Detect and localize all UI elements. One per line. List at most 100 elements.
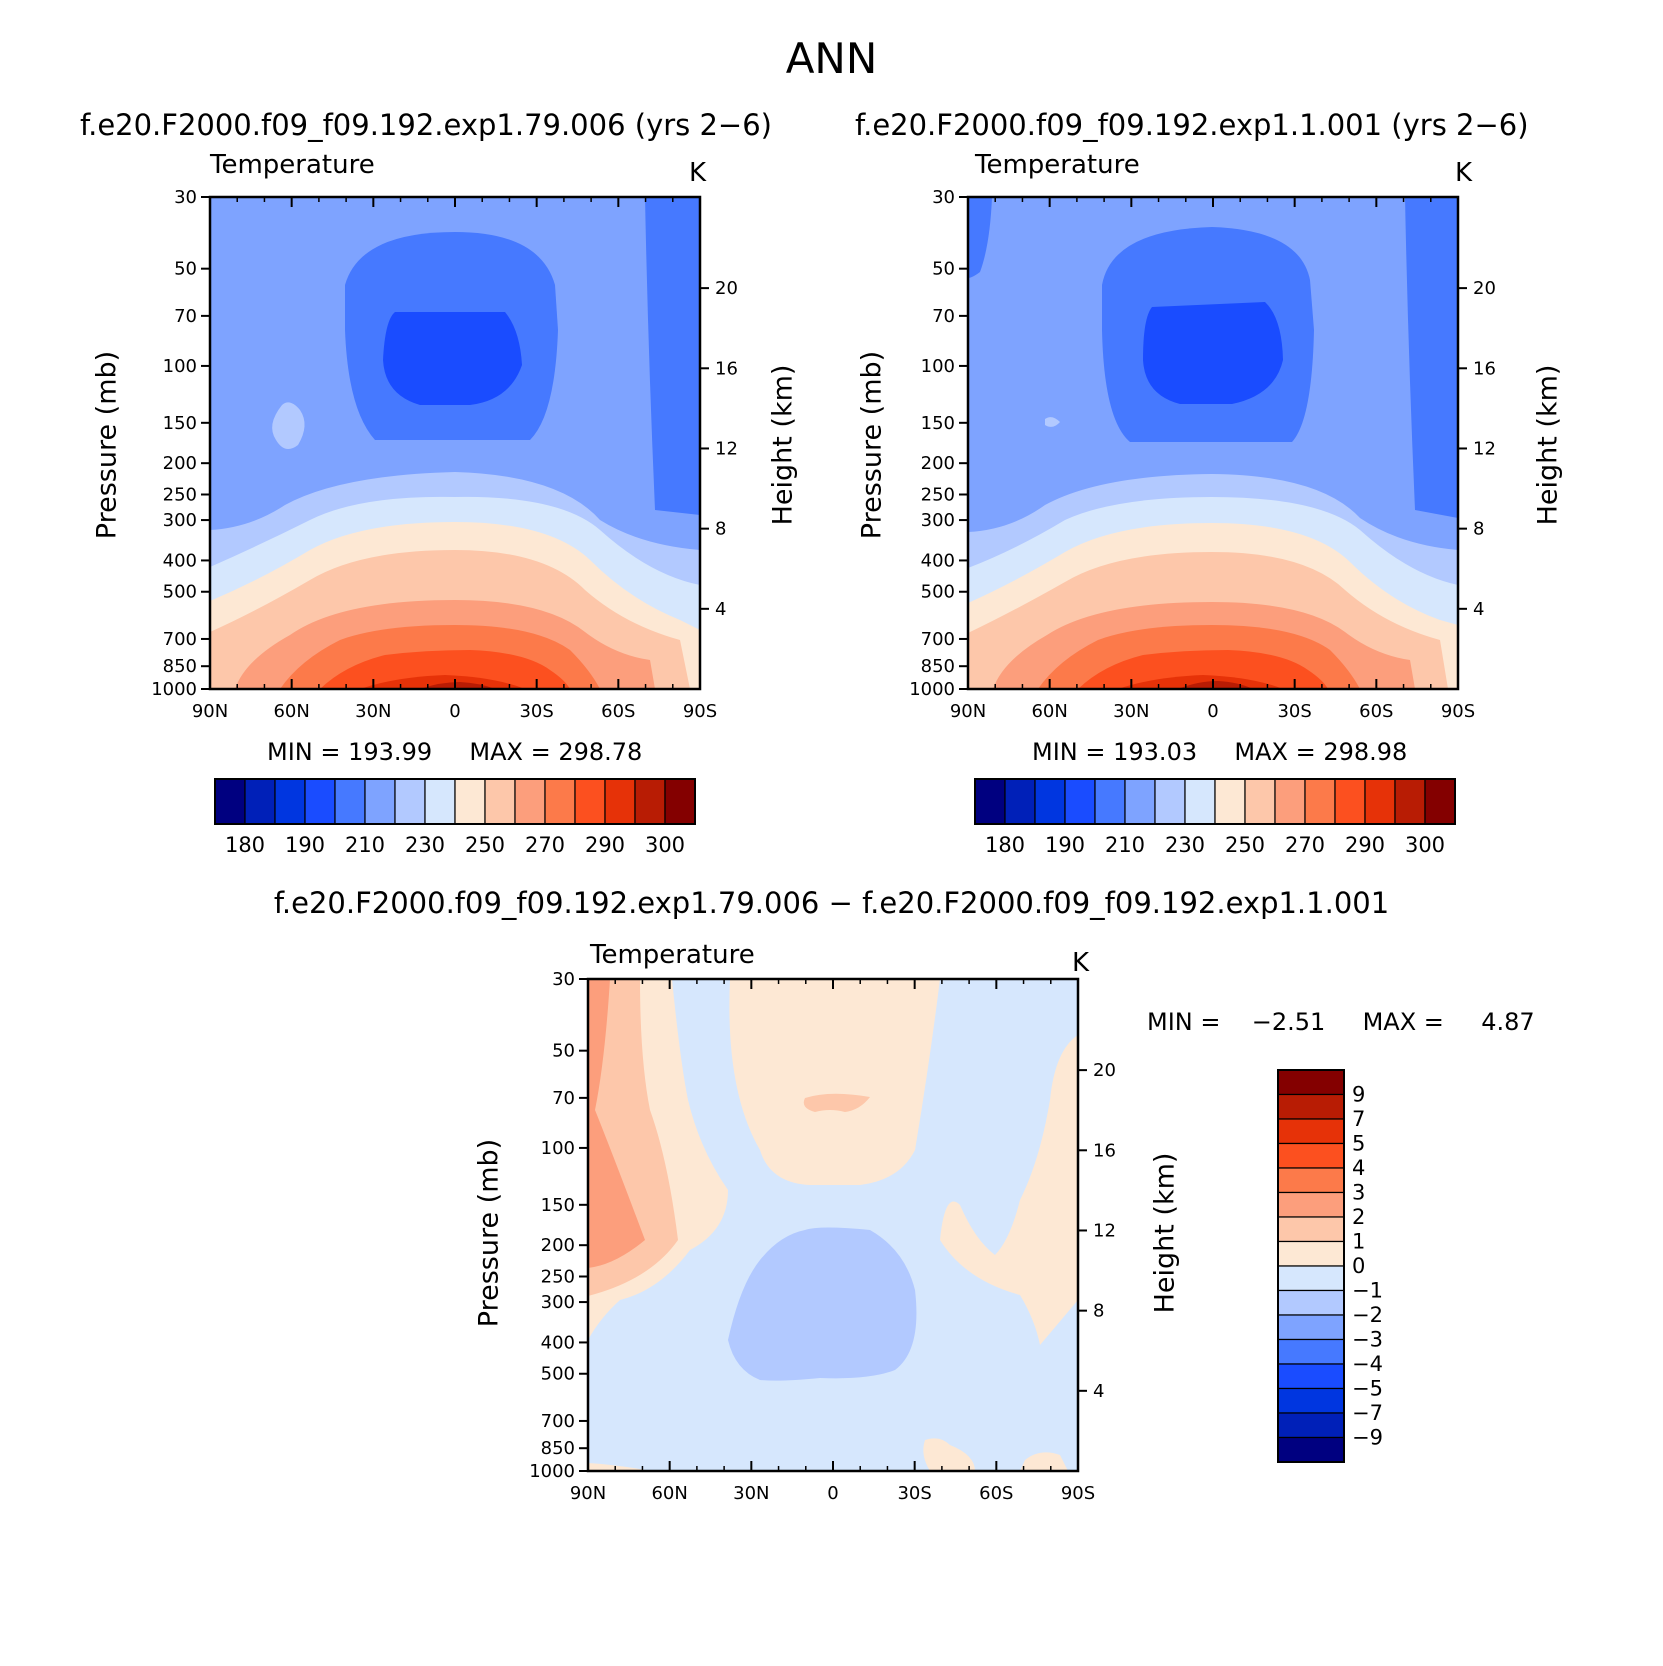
diff-min-value: −2.51 — [1251, 1008, 1326, 1036]
panel1-xtick-label: 60N — [273, 701, 309, 722]
panel1-contours — [210, 197, 700, 689]
diff-height-tick-label: 8 — [1093, 1301, 1104, 1322]
diff-pressure-tick-label: 500 — [541, 1364, 575, 1385]
diff-colorbar-label: 5 — [1352, 1132, 1365, 1156]
diff-colorbar-label: 7 — [1352, 1107, 1365, 1131]
panel2-max-value: 298.98 — [1323, 738, 1408, 766]
panel2-pressure-tick-label: 30 — [932, 187, 955, 208]
panel2-colorbar-box — [1154, 778, 1186, 825]
diff-pressure-tick-label: 70 — [552, 1088, 575, 1109]
panel2-max-label: MAX = — [1234, 738, 1316, 766]
diff-colorbar-box — [1277, 1387, 1345, 1414]
diff-xtick-label: 0 — [827, 1483, 838, 1504]
panel2-pressure-tick-label: 500 — [921, 582, 955, 603]
panel1-pressure-tick-label: 100 — [163, 356, 197, 377]
panel2-colorbar-label: 180 — [985, 833, 1025, 857]
diff-colorbar-label: −4 — [1352, 1352, 1383, 1376]
diff-min-label: MIN = — [1147, 1008, 1221, 1036]
panel2-contours — [968, 197, 1458, 689]
panel2-colorbar-box — [1094, 778, 1126, 825]
panel1-pressure-tick-label: 700 — [163, 629, 197, 650]
panel1-pressure-tick-label: 200 — [163, 453, 197, 474]
diff-colorbar-box — [1277, 1314, 1345, 1341]
panel1-height-tick-label: 12 — [715, 438, 738, 459]
panel1-pressure-tick-label: 30 — [174, 187, 197, 208]
diff-colorbar-box — [1277, 1216, 1345, 1243]
panel2-pressure-tick-label: 100 — [921, 356, 955, 377]
panel1-unit-label: K — [689, 158, 707, 188]
panel1-colorbar-box — [334, 778, 366, 825]
diff-run-title: f.e20.F2000.f09_f09.192.exp1.79.006 − f.… — [273, 886, 1390, 920]
panel2-minmax: MIN = 193.03 MAX = 298.98 — [1032, 738, 1407, 766]
panel1-colorbar-label: 190 — [285, 833, 325, 857]
diff-xtick-label: 60S — [979, 1483, 1013, 1504]
diff-colorbar-box — [1277, 1436, 1345, 1463]
diff-colorbar-box — [1277, 1240, 1345, 1267]
diff-colorbar-box — [1277, 1142, 1345, 1169]
diff-pressure-tick-label: 1000 — [529, 1461, 575, 1482]
diff-height-tick-label: 4 — [1093, 1381, 1104, 1402]
diff-pressure-tick-label: 100 — [541, 1138, 575, 1159]
panel2-colorbar-box — [1304, 778, 1336, 825]
diff-colorbar-box — [1277, 1093, 1345, 1120]
diff-xtick-label: 60N — [651, 1483, 687, 1504]
diff-xtick-label: 90S — [1061, 1483, 1095, 1504]
panel2-colorbar-box — [1334, 778, 1366, 825]
panel2-height-tick-label: 16 — [1473, 358, 1496, 379]
diff-height-tick-label: 20 — [1093, 1060, 1116, 1081]
diff-contours — [588, 979, 1078, 1471]
panel2-pressure-tick-label: 150 — [921, 413, 955, 434]
panel2-colorbar-box — [1394, 778, 1426, 825]
panel1-height-tick-label: 4 — [715, 599, 726, 620]
diff-colorbar-box — [1277, 1338, 1345, 1365]
panel1-colorbar-box — [214, 778, 246, 825]
diff-pressure-tick-label: 50 — [552, 1041, 575, 1062]
panel2-height-tick-label: 12 — [1473, 438, 1496, 459]
diff-xtick-label: 30N — [733, 1483, 769, 1504]
panel2-height-tick-label: 4 — [1473, 599, 1484, 620]
panel1-max-label: MAX = — [469, 738, 551, 766]
panel1-colorbar-box — [574, 778, 606, 825]
panel2-xtick-label: 30N — [1113, 701, 1149, 722]
panel1-pressure-tick-label: 300 — [163, 510, 197, 531]
diff-pressure-tick-label: 300 — [541, 1292, 575, 1313]
panel1-max-value: 298.78 — [558, 738, 643, 766]
panel1-xtick-label: 0 — [449, 701, 460, 722]
panel2-pressure-tick-label: 1000 — [909, 679, 955, 700]
panel1-minmax: MIN = 193.99 MAX = 298.78 — [267, 738, 642, 766]
diff-colorbar-box — [1277, 1412, 1345, 1439]
panel1-xtick-label: 90S — [683, 701, 717, 722]
panel2-colorbar-label: 300 — [1405, 833, 1445, 857]
panel1-xtick-label: 30N — [355, 701, 391, 722]
diff-colorbar-label: 0 — [1352, 1254, 1365, 1278]
diff-colorbar-label: 2 — [1352, 1205, 1365, 1229]
panel1-colorbar-box — [304, 778, 336, 825]
panel2-colorbar-label: 210 — [1105, 833, 1145, 857]
diff-colorbar-box — [1277, 1289, 1345, 1316]
panel2-colorbar-box — [1124, 778, 1156, 825]
diff-colorbar-label: 4 — [1352, 1156, 1365, 1180]
panel1-colorbar-label: 300 — [645, 833, 685, 857]
panel2-colorbar-label: 290 — [1345, 833, 1385, 857]
diff-colorbar-box — [1277, 1069, 1345, 1096]
panel2-colorbar-label: 270 — [1285, 833, 1325, 857]
panel1-run-title: f.e20.F2000.f09_f09.192.exp1.79.006 (yrs… — [80, 108, 772, 142]
panel2-pressure-tick-label: 200 — [921, 453, 955, 474]
panel1-colorbar-label: 180 — [225, 833, 265, 857]
panel2-xtick-label: 90S — [1441, 701, 1475, 722]
diff-pressure-tick-label: 850 — [541, 1438, 575, 1459]
panel1-colorbar-box — [664, 778, 696, 825]
panel1-colorbar-box — [424, 778, 456, 825]
panel1-colorbar-box — [544, 778, 576, 825]
panel1-colorbar-box — [634, 778, 666, 825]
panel2-pressure-tick-label: 70 — [932, 306, 955, 327]
panel1-pressure-tick-label: 150 — [163, 413, 197, 434]
diff-pressure-tick-label: 200 — [541, 1235, 575, 1256]
diff-colorbar-label: −5 — [1352, 1377, 1383, 1401]
panel1-xtick-label: 30S — [519, 701, 553, 722]
panel2-colorbar-box — [1424, 778, 1456, 825]
panel1-colorbar-box — [484, 778, 516, 825]
panel1-pressure-tick-label: 70 — [174, 306, 197, 327]
panel1-colorbar-label: 250 — [465, 833, 505, 857]
